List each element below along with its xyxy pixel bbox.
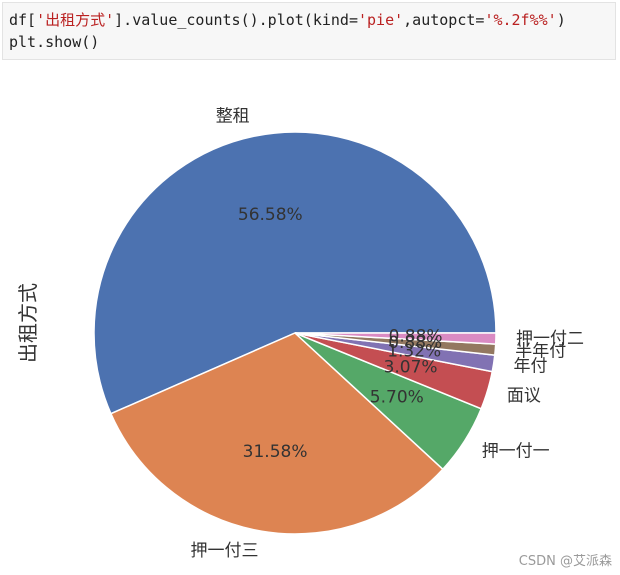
pie-pct-label-3: 3.07%: [384, 358, 438, 378]
pie-slice-6: [294, 332, 497, 345]
pie-pct-label-4: 1.32%: [387, 341, 441, 361]
pie-slices: [93, 131, 497, 535]
pie-category-label-2: 押一付一: [482, 442, 550, 462]
pie-pct-labels: 56.58% 31.58% 5.70% 3.07%1.32%0.88%0.88%: [238, 205, 443, 462]
pie-category-label-0: 整租: [216, 107, 250, 127]
pie-chart: 56.58% 31.58% 5.70% 3.07%1.32%0.88%0.88% 整租…: [16, 107, 585, 561]
pie-category-label-5: 半年付: [515, 341, 566, 361]
pie-pct-label-5: 0.88%: [388, 333, 442, 353]
pie-pct-label-6: 0.88%: [389, 326, 443, 346]
code-line-2: plt.show(): [9, 33, 100, 51]
pie-slice-0: [93, 131, 497, 415]
pie-category-label-6: 押一付二: [516, 329, 584, 349]
y-axis-label: 出租方式: [16, 283, 40, 363]
pie-pct-label-0: 56.58%: [238, 205, 303, 225]
code-cell[interactable]: df['出租方式'].value_counts().plot(kind='pie…: [2, 2, 616, 60]
pie-slice-1: [109, 332, 444, 535]
pie-pct-label-2: 5.70%: [370, 388, 424, 408]
code-line-1: df['出租方式'].value_counts().plot(kind='pie…: [9, 11, 566, 29]
watermark: CSDN @艾派森: [518, 554, 612, 569]
pie-pct-label-1: 31.58%: [243, 442, 308, 462]
pie-category-label-1: 押一付三: [191, 541, 259, 561]
pie-category-label-3: 面议: [507, 386, 541, 406]
pie-category-label-4: 年付: [514, 357, 548, 377]
